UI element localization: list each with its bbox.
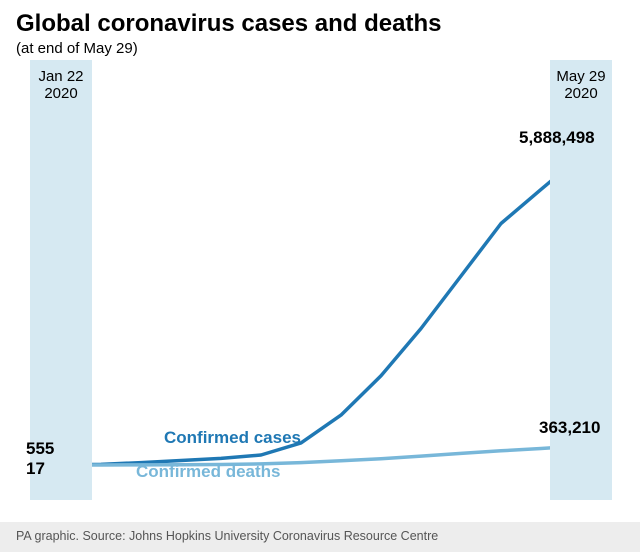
chart-footer: PA graphic. Source: Johns Hopkins Univer… (0, 522, 640, 552)
cases-series-label: Confirmed cases (164, 428, 301, 448)
cases-start-value: 555 (26, 439, 54, 459)
deaths-series-label: Confirmed deaths (136, 462, 281, 482)
line-cases (61, 156, 581, 465)
chart-subtitle: (at end of May 29) (16, 40, 138, 57)
deaths-end-value: 363,210 (539, 418, 600, 438)
plot-area: Jan 22 2020 May 29 2020 555 17 5,888,498… (0, 60, 640, 500)
deaths-start-value: 17 (26, 459, 45, 479)
date-band-start: Jan 22 2020 (30, 60, 92, 500)
chart-page: Global coronavirus cases and deaths (at … (0, 0, 640, 552)
date-label-end-line1: May 29 (556, 68, 605, 85)
date-label-start: Jan 22 2020 (30, 68, 92, 103)
date-label-start-line1: Jan 22 (38, 68, 83, 85)
date-label-end: May 29 2020 (550, 68, 612, 103)
chart-title: Global coronavirus cases and deaths (16, 10, 441, 38)
cases-end-value: 5,888,498 (519, 128, 595, 148)
date-label-end-line2: 2020 (564, 85, 597, 102)
date-label-start-line2: 2020 (44, 85, 77, 102)
